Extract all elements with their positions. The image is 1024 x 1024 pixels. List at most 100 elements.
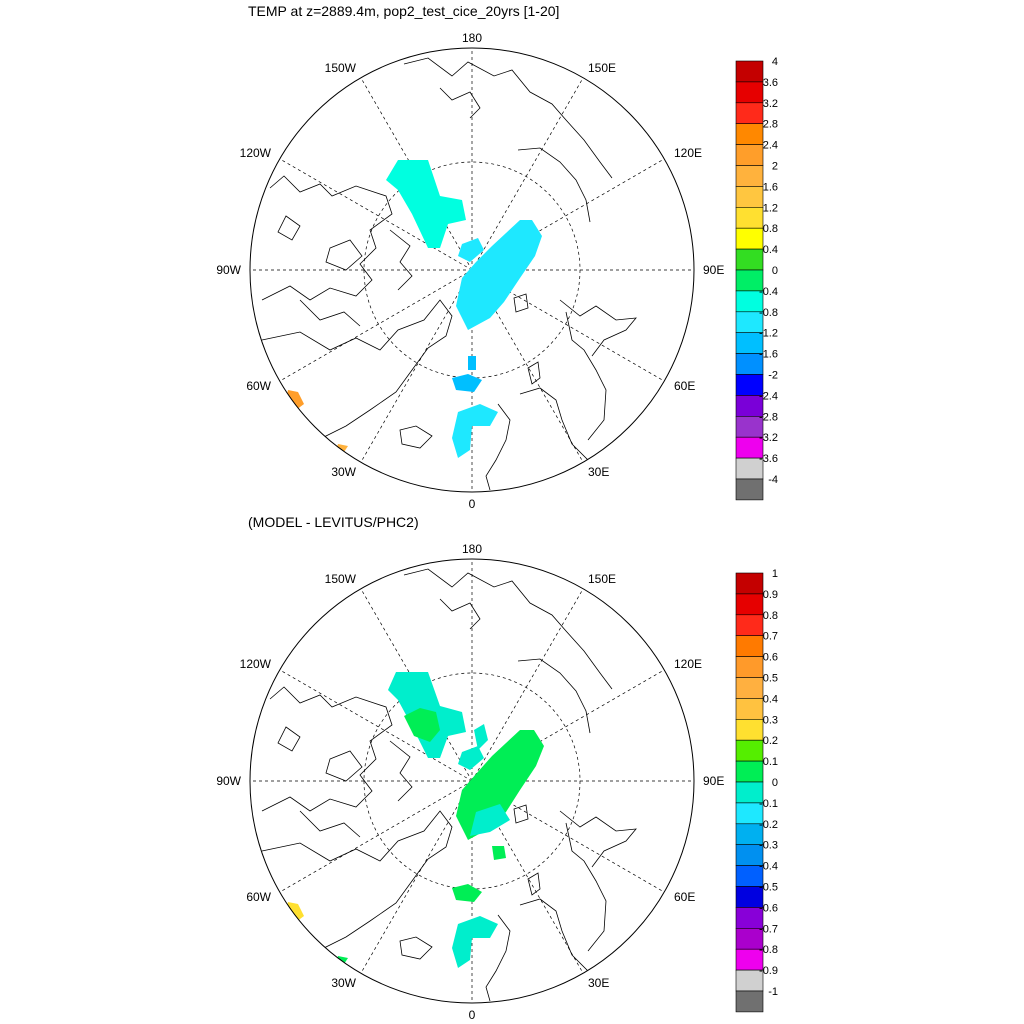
polar-map-difference: 180 0 90W 90E 150W 120W 60W 30W 150E 120…: [216, 542, 724, 1022]
lon-label-30w: 30W: [331, 976, 356, 990]
colorbar-swatch: [735, 990, 764, 1013]
colorbar-tick-label: -0.7: [759, 923, 778, 935]
colorbar-swatch: [735, 478, 764, 501]
colorbar-tick-label: 0.3: [763, 714, 778, 726]
colorbar-tick-label: 0.9: [763, 589, 778, 601]
colorbar-tick-label: 0: [772, 265, 778, 277]
lon-label-0: 0: [469, 497, 476, 511]
colorbar-tick-label: -0.5: [759, 882, 778, 894]
map-border: [249, 558, 695, 1004]
longitude-labels: 180 0 90W 90E 150W 120W 60W 30W 150E 120…: [216, 542, 724, 1022]
lon-label-150e: 150E: [588, 572, 616, 586]
colorbar-tick-label: 4: [772, 56, 778, 68]
lon-label-30e: 30E: [588, 465, 609, 479]
colorbar-tick-label: -0.8: [759, 944, 778, 956]
colorbar-swatch: [735, 144, 764, 166]
lon-label-90e: 90E: [703, 263, 724, 277]
lon-label-60w: 60W: [246, 890, 271, 904]
lon-label-90e: 90E: [703, 774, 724, 788]
lon-label-120w: 120W: [240, 146, 272, 160]
colorbar-tick-label: -4: [768, 474, 778, 486]
coastlines: [261, 568, 637, 1002]
colorbar-tick-label: 1.2: [763, 202, 778, 214]
colorbar-tick-label: -1.2: [759, 328, 778, 340]
colorbar-swatch: [735, 207, 764, 229]
longitude-labels: 180 0 90W 90E 150W 120W 60W 30W 150E 120…: [216, 31, 724, 511]
colorbar-tick-label: 1: [772, 568, 778, 580]
colorbar-swatch: [735, 102, 764, 125]
colorbar-tick-label: 2: [772, 161, 778, 173]
colorbar-tick-label: -0.8: [759, 307, 778, 319]
colorbar-tick-label: 0.4: [763, 244, 778, 256]
lon-label-0: 0: [469, 1008, 476, 1022]
colorbar-tick-label: 1.6: [763, 181, 778, 193]
colorbar-difference: 1 0.9 0.8 0.7 0.6 0.5 0.4 0.3 0.2 0.1 0 -0.1 -0.2 -0.…: [735, 568, 778, 1013]
colorbar-temp: 4 3.6 3.2 2.8 2.4 2 1.6 1.2 0.8 0.4 0 -0.4 -0.8 -1.2 -…: [735, 56, 778, 501]
colorbar-swatch: [735, 656, 764, 678]
colorbar-swatch: [735, 165, 764, 187]
lon-label-120e: 120E: [674, 146, 702, 160]
polar-map-temp: 180 0 90W 90E 150W 120W 60W 30W 150E 120…: [216, 31, 724, 511]
lon-label-120w: 120W: [240, 657, 272, 671]
map-title-temp: TEMP at z=2889.4m, pop2_test_cice_20yrs …: [248, 3, 560, 19]
colorbar-swatch: [735, 248, 764, 271]
colorbar-tick-label: -0.2: [759, 819, 778, 831]
colorbar-swatch: [735, 760, 764, 783]
colorbar-tick-label: -0.4: [759, 861, 778, 873]
lon-label-150w: 150W: [325, 61, 357, 75]
map-title-difference: (MODEL - LEVITUS/PHC2): [248, 514, 419, 530]
lon-label-30w: 30W: [331, 465, 356, 479]
colorbar-tick-label: -3.6: [759, 453, 778, 465]
lon-label-30e: 30E: [588, 976, 609, 990]
colorbar-tick-label: -0.4: [759, 286, 778, 298]
colorbar-swatch: [735, 739, 764, 762]
lon-label-90w: 90W: [216, 263, 241, 277]
colorbar-tick-label: 0.6: [763, 652, 778, 664]
colorbar-tick-label: -1: [768, 986, 778, 998]
lon-label-150e: 150E: [588, 61, 616, 75]
lon-label-180: 180: [462, 542, 482, 556]
lon-label-120e: 120E: [674, 657, 702, 671]
colorbar-tick-label: -2.8: [759, 411, 778, 423]
colorbar-swatch: [735, 60, 764, 83]
lon-label-180: 180: [462, 31, 482, 45]
colorbar-tick-label: -0.9: [759, 965, 778, 977]
colorbar-tick-label: 0.8: [763, 223, 778, 235]
lon-label-60e: 60E: [674, 890, 695, 904]
colorbar-swatch: [735, 635, 764, 657]
colorbar-swatch: [735, 186, 764, 208]
colorbar-swatch: [735, 593, 764, 616]
colorbar-swatch: [735, 677, 764, 699]
data-fill-regions: [286, 160, 542, 458]
colorbar-swatch: [735, 572, 764, 595]
colorbar-tick-label: 0.4: [763, 693, 778, 705]
colorbar-swatch: [735, 81, 764, 104]
colorbar-tick-label: 0.5: [763, 673, 778, 685]
colorbar-swatch: [735, 123, 764, 145]
colorbar-tick-label: 3.2: [763, 98, 778, 110]
colorbar-tick-label: 0.1: [763, 756, 778, 768]
colorbar-tick-label: 0.7: [763, 631, 778, 643]
colorbar-tick-label: -2: [768, 370, 778, 382]
lon-label-150w: 150W: [325, 572, 357, 586]
colorbar-tick-label: 0.8: [763, 610, 778, 622]
map-border: [249, 47, 695, 493]
colorbar-tick-label: -1.6: [759, 349, 778, 361]
colorbar-tick-label: 2.4: [763, 140, 778, 152]
colorbar-swatch: [735, 698, 764, 720]
lon-label-60e: 60E: [674, 379, 695, 393]
colorbar-tick-label: -0.1: [759, 798, 778, 810]
colorbar-tick-label: 3.6: [763, 77, 778, 89]
colorbar-tick-label: -2.4: [759, 390, 778, 402]
data-fill-regions: [286, 672, 544, 968]
colorbar-swatch: [735, 227, 764, 250]
coastlines: [261, 57, 637, 491]
colorbar-tick-label: -0.3: [759, 840, 778, 852]
colorbar-swatch: [735, 718, 764, 741]
colorbar-tick-label: -0.6: [759, 902, 778, 914]
colorbar-tick-label: -3.2: [759, 432, 778, 444]
colorbar-tick-label: 0: [772, 777, 778, 789]
lon-label-60w: 60W: [246, 379, 271, 393]
lon-label-90w: 90W: [216, 774, 241, 788]
